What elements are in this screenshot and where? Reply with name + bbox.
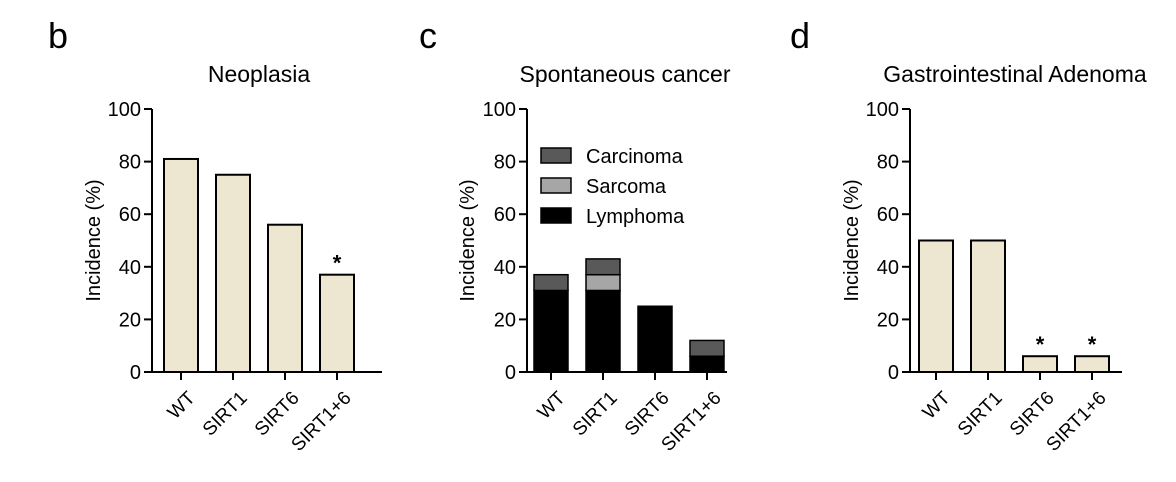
chart-panel-c: c Spontaneous cancer 0 20 40 60 80 100 Incidence… [419,15,731,456]
chart-panel-b: b Neoplasia 0 20 40 60 80 100 Incidence (%) WT SIR… [48,15,382,456]
y-tick-label: 20 [119,309,141,331]
x-tick-label: SIRT1 [569,388,622,441]
y-tick-label: 20 [877,309,899,331]
bar-sirt1 [970,239,1006,373]
bar-sirt6 [267,223,303,373]
panel-letter: b [48,15,68,56]
y-tick-label: 80 [494,152,516,174]
legend-label-sarcoma: Sarcoma [586,176,667,198]
y-axis-label: Incidence (%) [457,179,479,301]
y-tick-label: 100 [866,99,899,121]
bar-sirt6 [1022,355,1058,374]
bar-lymphoma-sirt1 [585,289,621,373]
bar-lymphoma-wt [533,289,569,373]
y-tick-label: 60 [494,204,516,226]
bar-sirt1 [215,173,251,373]
y-tick-label: 80 [119,152,141,174]
y-axis-label: Incidence (%) [83,179,105,301]
panel-letter: d [790,15,810,56]
y-tick-label: 0 [888,362,899,384]
y-tick-label: 0 [130,362,141,384]
bar-lymphoma-sirt1+6 [689,355,725,373]
chart-panel-d: d Gastrointestinal Adenoma 0 20 40 60 80 100 Inc… [790,15,1147,456]
x-tick-label: WT [919,387,955,423]
bar-carcinoma-wt [533,273,569,292]
bar-sirt1+6 [319,273,355,373]
bar-wt [163,157,199,373]
significance-mark: * [1036,332,1045,357]
legend-swatch-sarcoma [540,177,572,194]
chart-title: Spontaneous cancer [520,61,731,87]
y-tick-label: 40 [494,257,516,279]
y-tick-label: 40 [119,257,141,279]
y-tick-label: 80 [877,152,899,174]
legend-swatch-carcinoma [540,147,572,164]
bar-wt [918,239,954,373]
legend-swatch-lymphoma [540,207,572,224]
y-tick-label: 40 [877,257,899,279]
bar-sirt1+6 [1074,355,1110,374]
y-axis-label: Incidence (%) [841,179,863,301]
bar-carcinoma-sirt1 [585,258,621,276]
x-tick-label: WT [534,387,570,423]
y-tick-label: 60 [119,204,141,226]
bar-lymphoma-sirt6 [637,305,673,373]
significance-mark: * [333,251,342,276]
y-tick-label: 60 [877,204,899,226]
panel-letter: c [419,15,437,56]
legend-label-lymphoma: Lymphoma [586,206,685,228]
bar-sarcoma-sirt1 [585,273,621,292]
chart-title: Gastrointestinal Adenoma [883,61,1147,87]
significance-mark: * [1088,332,1097,357]
bar-carcinoma-sirt1+6 [689,339,725,357]
y-tick-label: 0 [505,362,516,384]
chart-title: Neoplasia [208,61,310,87]
x-tick-label: SIRT1 [954,388,1007,441]
y-tick-label: 20 [494,309,516,331]
y-tick-label: 100 [483,99,516,121]
x-tick-label: WT [164,387,200,423]
legend-label-carcinoma: Carcinoma [586,146,684,168]
y-tick-label: 100 [108,99,141,121]
x-tick-label: SIRT1 [199,388,252,441]
